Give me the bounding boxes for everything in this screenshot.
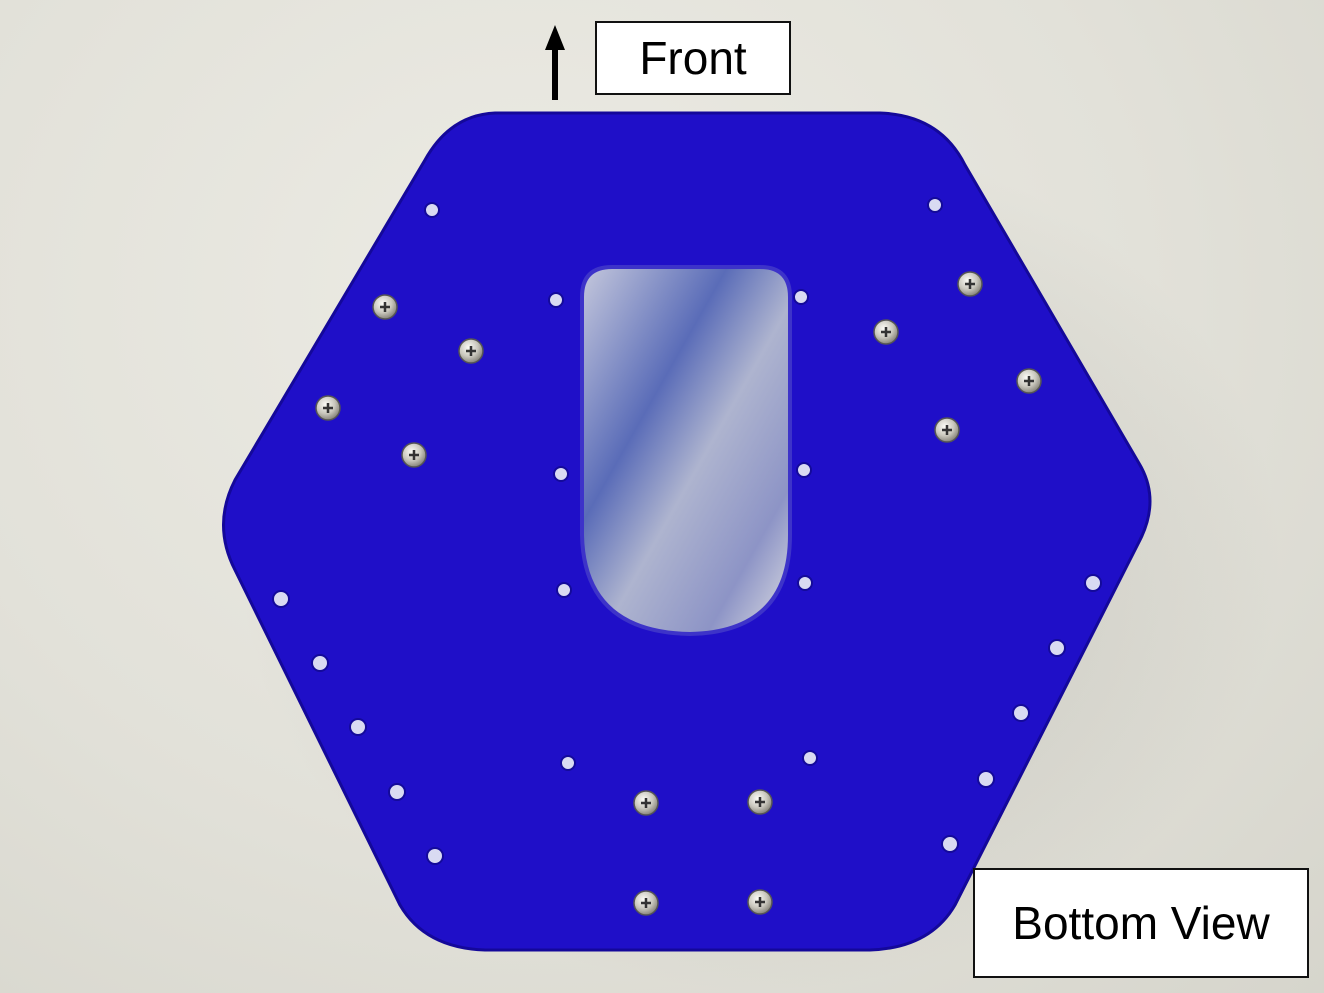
- front-label: Front: [595, 21, 791, 95]
- mounting-hole: [1084, 574, 1102, 592]
- mounting-hole: [560, 755, 576, 771]
- mounting-hole: [1048, 639, 1066, 657]
- screw: [747, 789, 773, 815]
- screw: [633, 790, 659, 816]
- screw: [957, 271, 983, 297]
- view-label: Bottom View: [973, 868, 1309, 978]
- mounting-hole: [349, 718, 367, 736]
- mounting-hole: [796, 462, 812, 478]
- screw: [401, 442, 427, 468]
- up-arrow-icon: [545, 25, 565, 100]
- mounting-hole: [426, 847, 444, 865]
- mounting-hole: [311, 654, 329, 672]
- mounting-hole: [941, 835, 959, 853]
- screw: [633, 890, 659, 916]
- screws: [315, 271, 1042, 916]
- mounting-hole: [977, 770, 995, 788]
- mounting-hole: [802, 750, 818, 766]
- mounting-hole: [272, 590, 290, 608]
- mounting-holes: [272, 197, 1102, 865]
- screw: [747, 889, 773, 915]
- mounting-hole: [388, 783, 406, 801]
- mounting-hole: [556, 582, 572, 598]
- mounting-hole: [793, 289, 809, 305]
- screw: [315, 395, 341, 421]
- screw: [458, 338, 484, 364]
- center-cutout: [580, 265, 792, 637]
- screw: [372, 294, 398, 320]
- mounting-hole: [797, 575, 813, 591]
- screw: [934, 417, 960, 443]
- screw: [873, 319, 899, 345]
- mounting-hole: [1012, 704, 1030, 722]
- mounting-hole: [548, 292, 564, 308]
- mounting-hole: [927, 197, 943, 213]
- mounting-hole: [424, 202, 440, 218]
- screw: [1016, 368, 1042, 394]
- mounting-hole: [553, 466, 569, 482]
